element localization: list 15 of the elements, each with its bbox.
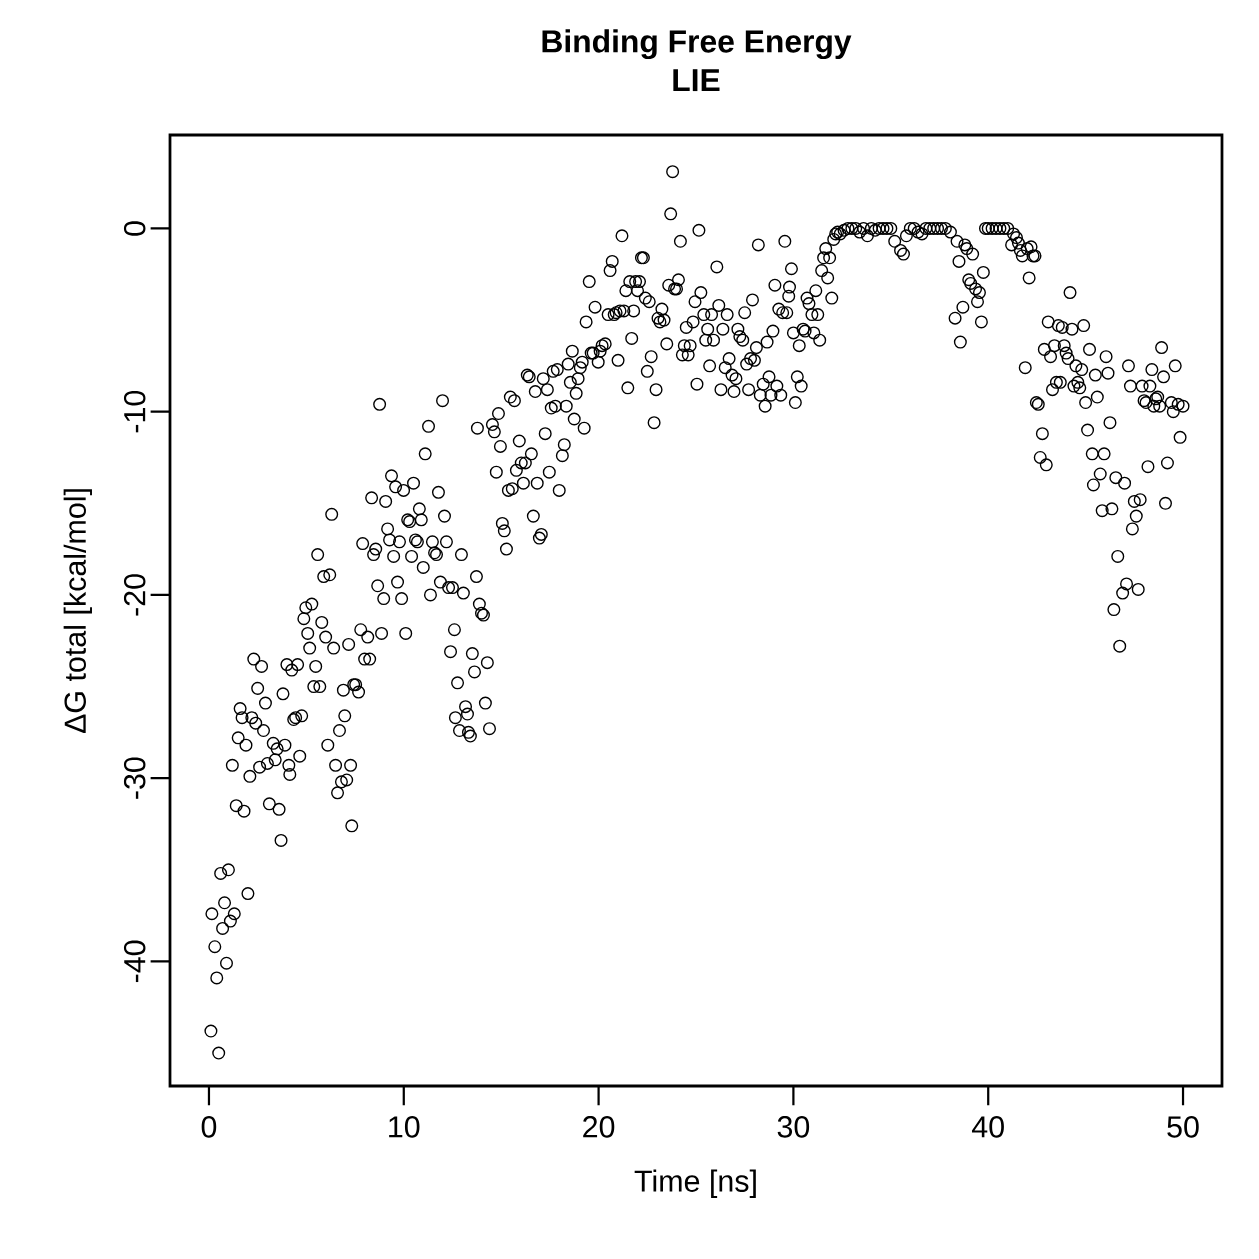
y-tick-label: -40: [123, 940, 146, 983]
y-tick-label: -10: [123, 390, 146, 433]
y-tick-label: -30: [123, 757, 146, 799]
y-axis-title: ΔG total [kcal/mol]: [63, 489, 92, 734]
x-tick-label: 40: [971, 1116, 1004, 1138]
x-axis-title: Time [ns]: [634, 1169, 756, 1198]
chart-title: Binding Free Energy: [542, 29, 852, 60]
x-tick-label: 30: [777, 1116, 810, 1138]
y-tick-label: -20: [123, 574, 146, 616]
x-tick-label: 50: [1167, 1116, 1199, 1138]
x-tick-label: 10: [389, 1116, 420, 1138]
chart-subtitle: LIE: [673, 69, 720, 92]
y-tick-label: 0: [123, 221, 146, 236]
x-tick-label: 0: [201, 1116, 217, 1138]
x-tick-label: 20: [583, 1116, 615, 1138]
